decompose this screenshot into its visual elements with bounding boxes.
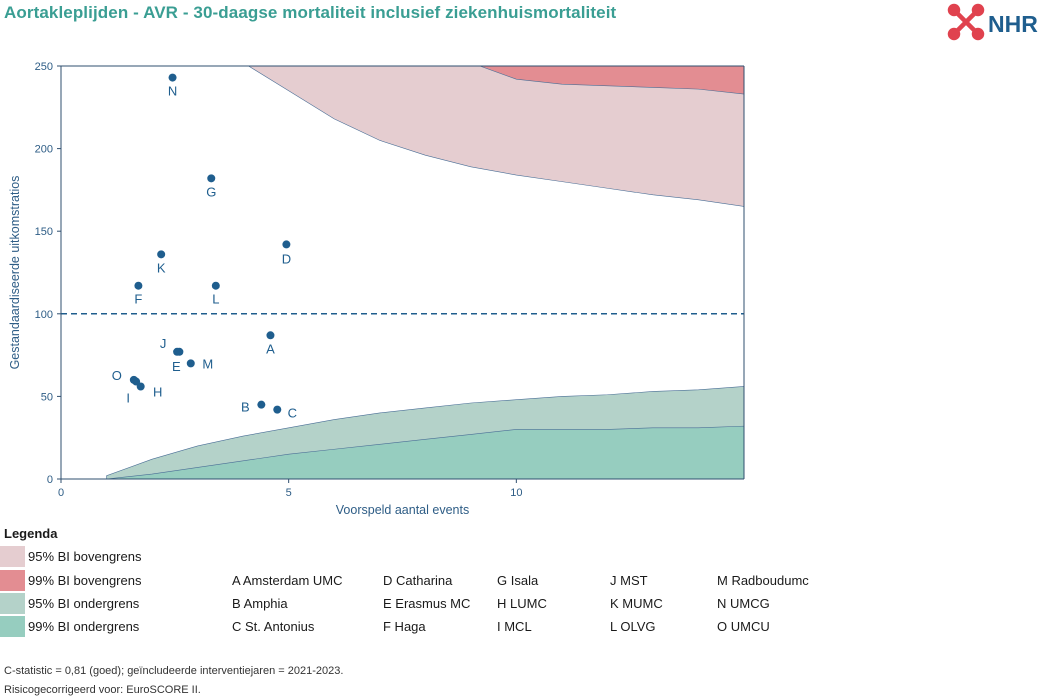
x-tick-label: 5	[286, 487, 292, 499]
data-point-label-b: B	[241, 400, 250, 415]
hospital-key-entry: F Haga	[383, 619, 426, 634]
hospital-key-entry: B Amphia	[232, 596, 288, 611]
page-title: Aortakleplijden - AVR - 30-daagse mortal…	[4, 3, 617, 22]
legend-label: 95% BI bovengrens	[28, 549, 142, 564]
data-point-label-f: F	[134, 292, 142, 307]
data-point-b	[257, 400, 266, 409]
band-upper95	[242, 66, 744, 207]
hospital-key-entry: M Radboudumc	[717, 573, 809, 588]
legend-label: 99% BI ondergrens	[28, 619, 140, 634]
data-point-label-o: O	[112, 368, 122, 383]
hospital-key-entry: J MST	[610, 573, 648, 588]
hospital-key-entry: C St. Antonius	[232, 619, 315, 634]
band-upper99	[470, 66, 744, 95]
data-point-j	[173, 347, 182, 356]
data-point-f	[134, 281, 143, 290]
y-tick-label: 0	[47, 474, 53, 486]
data-point-label-m: M	[202, 356, 213, 371]
hospital-key-entry: I MCL	[497, 619, 532, 634]
funnel-plot: A B C D E F G H I J K L M N O 0 50 100 150 200 250 0 5 10 Voors…	[8, 61, 745, 517]
data-point-label-n: N	[168, 84, 177, 99]
data-point-m	[186, 359, 195, 368]
data-point-label-i: I	[126, 391, 130, 406]
data-point-label-h: H	[153, 384, 162, 399]
data-point-label-g: G	[206, 184, 216, 199]
data-point-label-k: K	[157, 260, 166, 275]
data-point-label-a: A	[266, 341, 275, 356]
data-point-k	[157, 250, 166, 259]
heart-cross-icon	[947, 3, 985, 41]
band-lower99	[106, 425, 744, 479]
y-axis-title: Gestandaardiseerde uitkomstratios	[8, 176, 22, 370]
y-tick-label: 100	[35, 309, 53, 321]
footnote-risk-adjustment: Risicogecorrigeerd voor: EuroSCORE II.	[4, 684, 201, 696]
hospital-key-entry: O UMCU	[717, 619, 770, 634]
legend-label: 95% BI ondergrens	[28, 596, 140, 611]
data-point-label-j: J	[160, 336, 167, 351]
x-axis-title: Voorspeld aantal events	[336, 503, 469, 517]
x-tick-label: 0	[58, 487, 64, 499]
legend-swatch-upper95	[0, 546, 25, 567]
legend-swatch-lower95	[0, 593, 25, 614]
hospital-key-entry: K MUMC	[610, 596, 663, 611]
legend-item-upper99: 99% BI bovengrens	[0, 570, 141, 591]
hospital-key-entry: N UMCG	[717, 596, 770, 611]
hospital-key-entry: E Erasmus MC	[383, 596, 471, 611]
hospital-key-entry: D Catharina	[383, 573, 453, 588]
legend-swatch-upper99	[0, 570, 25, 591]
data-point-g	[207, 174, 216, 183]
legend-swatch-lower99	[0, 616, 25, 637]
y-tick-label: 50	[41, 391, 53, 403]
data-point-a	[266, 331, 275, 340]
data-point-label-e: E	[172, 359, 181, 374]
data-point-n	[168, 73, 177, 82]
y-tick-label: 150	[35, 226, 53, 238]
hospital-key-entry: G Isala	[497, 573, 539, 588]
legend-label: 99% BI bovengrens	[28, 573, 142, 588]
logo-text: NHR	[988, 11, 1038, 37]
data-point-label-l: L	[212, 292, 219, 307]
footnote-cstatistic: C-statistic = 0,81 (goed); geïncludeerde…	[4, 665, 344, 677]
data-point-d	[282, 240, 291, 249]
nhr-logo: NHR	[947, 3, 1038, 41]
x-tick-label: 10	[510, 487, 522, 499]
legend-item-upper95: 95% BI bovengrens	[0, 546, 141, 567]
legend-item-lower95: 95% BI ondergrens	[0, 593, 139, 614]
data-point-c	[273, 405, 282, 414]
legend-item-lower99: 99% BI ondergrens	[0, 616, 139, 637]
y-tick-label: 250	[35, 61, 53, 73]
data-point-label-d: D	[282, 251, 291, 266]
y-tick-label: 200	[35, 144, 53, 156]
hospital-key-entry: L OLVG	[610, 619, 656, 634]
hospital-key-entry: H LUMC	[497, 596, 547, 611]
hospital-key-entry: A Amsterdam UMC	[232, 573, 343, 588]
data-point-l	[211, 281, 220, 290]
data-point-label-c: C	[288, 406, 297, 421]
data-point-o	[129, 375, 138, 384]
legend-title: Legenda	[4, 526, 58, 541]
